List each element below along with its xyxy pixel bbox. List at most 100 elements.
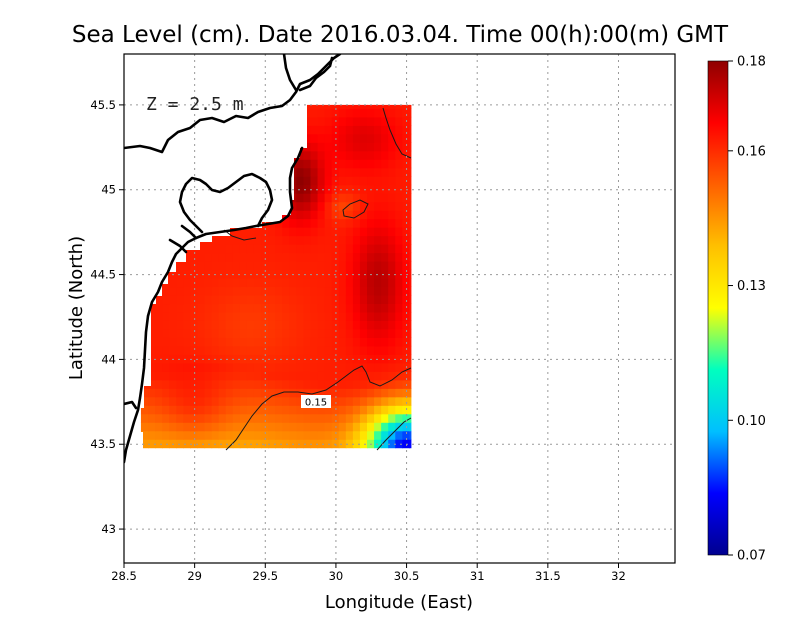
- field-cell: [204, 244, 213, 254]
- field-cell: [395, 244, 403, 254]
- field-cell: [275, 269, 283, 279]
- field-cell: [310, 371, 319, 381]
- field-cell: [246, 422, 255, 432]
- field-cell: [367, 201, 375, 211]
- field-cell: [232, 388, 241, 398]
- field-cell: [289, 371, 297, 381]
- field-cell: [211, 354, 220, 364]
- field-cell: [324, 150, 333, 160]
- field-cell: [374, 396, 382, 406]
- field-cell: [359, 439, 368, 449]
- field-cell: [204, 388, 213, 398]
- field-cell: [261, 413, 269, 423]
- field-cell: [395, 328, 403, 338]
- field-cell: [246, 235, 255, 245]
- field-cell: [204, 260, 213, 271]
- field-cell: [317, 235, 326, 245]
- field-cell: [324, 133, 333, 143]
- field-cell: [282, 430, 290, 440]
- field-cell: [296, 337, 305, 347]
- field-cell: [317, 104, 326, 109]
- field-cell: [374, 176, 382, 186]
- field-cell: [211, 252, 220, 262]
- field-cell: [169, 345, 177, 355]
- field-cell: [388, 167, 396, 177]
- field-cell: [402, 294, 410, 305]
- field-cell: [197, 269, 206, 279]
- field-cell: [374, 311, 382, 321]
- field-cell: [204, 413, 213, 423]
- field-cell: [388, 371, 396, 381]
- field-cell: [395, 320, 403, 330]
- field-cell: [345, 150, 354, 160]
- field-cell: [218, 328, 227, 338]
- field-cell: [317, 337, 326, 347]
- field-cell: [381, 405, 389, 415]
- field-cell: [176, 388, 184, 398]
- field-cell: [352, 116, 361, 126]
- field-cell: [374, 345, 382, 355]
- field-cell: [338, 320, 347, 330]
- field-cell: [310, 176, 319, 186]
- field-cell: [282, 260, 290, 271]
- field-cell: [324, 388, 333, 398]
- field-cell: [367, 252, 375, 262]
- field-cell: [289, 430, 297, 440]
- field-cell: [176, 345, 184, 355]
- field-cell: [317, 303, 326, 313]
- field-cell: [338, 176, 347, 186]
- field-cell: [338, 354, 347, 364]
- field-cell: [409, 311, 412, 321]
- field-cell: [268, 244, 276, 254]
- field-cell: [381, 311, 389, 321]
- field-cell: [148, 320, 156, 330]
- field-cell: [183, 269, 192, 279]
- field-cell: [296, 303, 305, 313]
- field-cell: [409, 176, 412, 186]
- field-cell: [190, 345, 199, 355]
- field-cell: [402, 311, 410, 321]
- field-cell: [169, 430, 177, 440]
- field-cell: [303, 108, 312, 118]
- field-cell: [218, 286, 227, 296]
- field-cell: [232, 422, 241, 432]
- field-cell: [140, 388, 149, 398]
- colorbar-tick-label: 0.16: [737, 144, 766, 159]
- field-cell: [162, 371, 170, 381]
- field-cell: [388, 303, 396, 313]
- field-cell: [303, 362, 312, 372]
- field-cell: [338, 104, 347, 109]
- field-cell: [331, 345, 340, 355]
- field-cell: [310, 269, 319, 279]
- field-cell: [211, 311, 220, 321]
- field-cell: [310, 210, 319, 220]
- field-cell: [169, 269, 177, 279]
- field-cell: [303, 311, 312, 321]
- field-cell: [239, 422, 248, 432]
- field-cell: [211, 235, 220, 245]
- field-cell: [402, 430, 410, 440]
- field-cell: [176, 303, 184, 313]
- field-cell: [232, 354, 241, 364]
- field-cell: [232, 294, 241, 305]
- field-cell: [162, 294, 170, 305]
- field-cell: [211, 260, 220, 271]
- field-cell: [169, 413, 177, 423]
- field-cell: [246, 439, 255, 449]
- field-cell: [190, 286, 199, 296]
- field-cell: [246, 345, 255, 355]
- field-cell: [225, 337, 234, 347]
- field-cell: [282, 354, 290, 364]
- field-cell: [225, 379, 234, 389]
- coastline: [124, 54, 342, 464]
- field-cell: [176, 337, 184, 347]
- field-cell: [381, 337, 389, 347]
- field-cell: [310, 294, 319, 305]
- field-cell: [381, 388, 389, 398]
- field-cell: [296, 294, 305, 305]
- field-cell: [176, 396, 184, 406]
- field-cell: [162, 320, 170, 330]
- field-cell: [395, 104, 403, 109]
- field-cell: [197, 413, 206, 423]
- field-cell: [381, 210, 389, 220]
